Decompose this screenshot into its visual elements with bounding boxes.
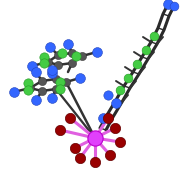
- Point: [167, 2, 170, 5]
- Point: [40, 80, 43, 83]
- Point: [113, 126, 117, 129]
- Point: [114, 101, 118, 105]
- Point: [108, 153, 112, 156]
- Point: [40, 89, 43, 92]
- Point: [64, 81, 67, 84]
- Point: [118, 140, 121, 143]
- Point: [58, 88, 62, 91]
- Point: [136, 63, 139, 66]
- Point: [74, 54, 78, 57]
- Point: [28, 87, 32, 90]
- Point: [126, 77, 129, 80]
- Point: [48, 46, 51, 49]
- Point: [70, 51, 74, 54]
- Point: [58, 129, 62, 132]
- Point: [68, 116, 72, 119]
- Point: [93, 136, 97, 139]
- Point: [70, 61, 74, 64]
- Point: [118, 88, 121, 91]
- Point: [172, 5, 176, 8]
- Point: [152, 34, 156, 37]
- Point: [95, 50, 98, 53]
- Point: [101, 116, 105, 119]
- Point: [27, 81, 30, 84]
- Point: [43, 61, 46, 64]
- Point: [93, 160, 97, 163]
- Point: [46, 60, 50, 64]
- Point: [12, 91, 16, 94]
- Point: [81, 54, 84, 57]
- Point: [27, 88, 30, 91]
- Point: [30, 64, 34, 67]
- Point: [35, 70, 38, 74]
- Point: [54, 77, 58, 81]
- Point: [66, 43, 70, 46]
- Point: [106, 116, 110, 119]
- Point: [56, 53, 59, 57]
- Point: [74, 146, 77, 149]
- Point: [51, 71, 54, 74]
- Point: [58, 81, 62, 84]
- Point: [54, 88, 58, 91]
- Point: [51, 68, 54, 71]
- Point: [51, 97, 54, 100]
- Point: [56, 64, 59, 67]
- Point: [144, 49, 148, 52]
- Point: [78, 77, 82, 80]
- Point: [35, 98, 38, 101]
- Point: [106, 94, 110, 97]
- Point: [78, 156, 82, 160]
- Point: [43, 56, 46, 59]
- Point: [60, 51, 64, 54]
